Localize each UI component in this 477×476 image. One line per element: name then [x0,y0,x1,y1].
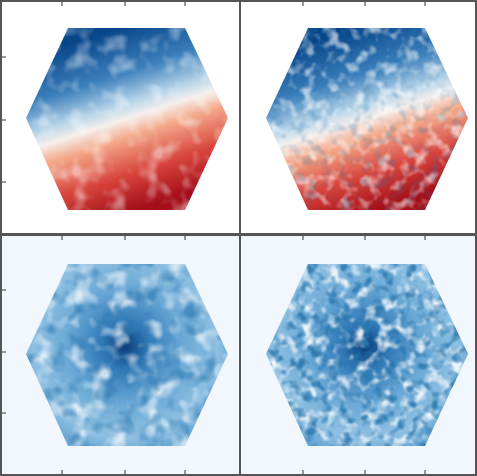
ticks [1,1,426,475]
map-panel [266,28,468,210]
panel-frame [239,234,477,476]
map-texture [26,28,228,210]
map-texture [266,28,468,210]
map-texture [266,264,468,446]
map-texture [26,264,228,446]
map-panel [26,264,228,446]
map-panel [266,264,468,446]
map-panel [26,28,228,210]
